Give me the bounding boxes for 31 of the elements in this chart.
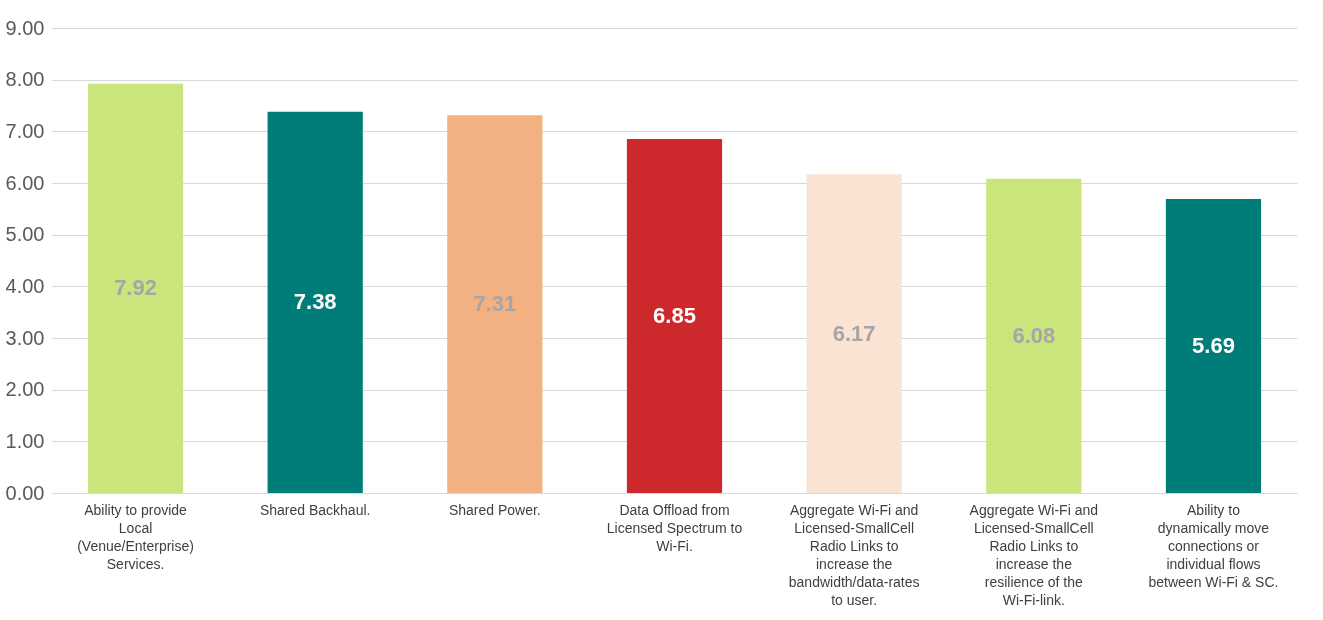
y-tick-label: 7.00 bbox=[5, 119, 45, 142]
data-label: 6.17 bbox=[832, 320, 876, 346]
y-tick-label: 0.00 bbox=[5, 481, 45, 504]
bar bbox=[447, 115, 543, 493]
bar bbox=[267, 111, 363, 493]
bar bbox=[626, 139, 723, 493]
bar bbox=[986, 178, 1082, 493]
data-label: 5.69 bbox=[1192, 333, 1235, 359]
data-label: 6.08 bbox=[1012, 322, 1056, 348]
y-tick-label: 4.00 bbox=[5, 274, 45, 297]
x-tick-label: Shared Power. bbox=[448, 501, 541, 518]
bar bbox=[1165, 199, 1262, 493]
x-tick-label: Ability to dynamically move connections or individual flows between Wi-Fi & SC. bbox=[1148, 501, 1279, 590]
y-tick-label: 3.00 bbox=[5, 326, 45, 349]
y-tick-label: 1.00 bbox=[5, 429, 45, 452]
y-tick-label: 9.00 bbox=[5, 16, 45, 39]
x-tick-label: Shared Backhaul. bbox=[259, 501, 371, 518]
data-label: 7.92 bbox=[114, 275, 157, 301]
x-tick-label: Ability to provide Local (Venue/Enterprise) Services. bbox=[77, 501, 194, 572]
bar bbox=[87, 83, 184, 493]
data-label: 6.85 bbox=[653, 303, 696, 329]
data-label: 7.38 bbox=[293, 289, 337, 315]
x-tick-label: Aggregate Wi-Fi and Licensed-SmallCell Radio Links to increase the resilience of the Wi-Fi-link. bbox=[969, 501, 1099, 608]
y-tick-label: 6.00 bbox=[5, 171, 45, 194]
y-tick-label: 5.00 bbox=[5, 223, 45, 246]
y-tick-label: 8.00 bbox=[5, 68, 45, 91]
x-tick-label: Aggregate Wi-Fi and Licensed-SmallCell Radio Links to increase the bandwidth/data-rates to user. bbox=[788, 501, 920, 608]
data-label: 7.31 bbox=[473, 291, 517, 317]
bar bbox=[806, 174, 902, 493]
y-tick-label: 2.00 bbox=[5, 378, 45, 401]
x-tick-label: Data Offload from Licensed Spectrum to Wi-Fi. bbox=[606, 501, 743, 554]
